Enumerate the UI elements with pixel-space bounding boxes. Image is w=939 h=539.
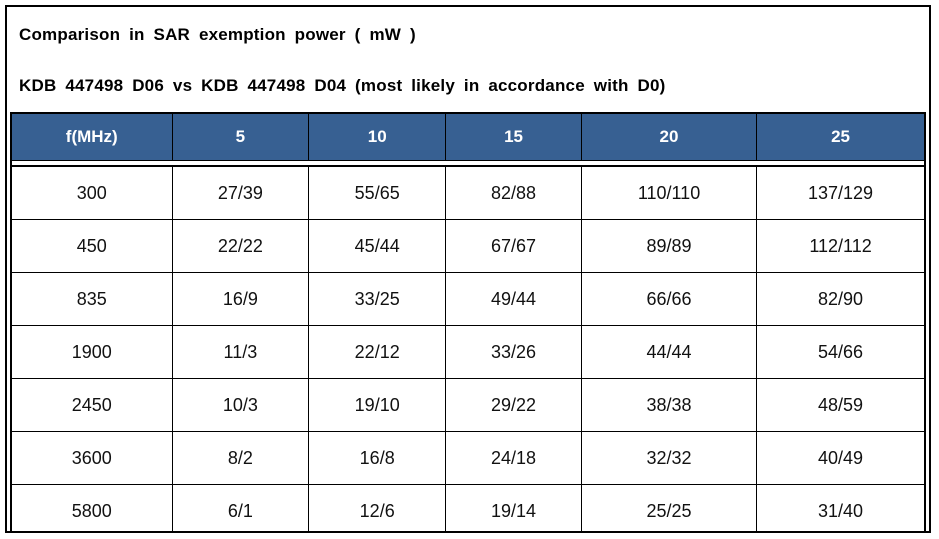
- table-row: 300 27/39 55/65 82/88 110/110 137/129: [12, 167, 924, 220]
- value-cell: 24/18: [446, 432, 582, 485]
- value-cell: 66/66: [581, 273, 758, 326]
- frequency-cell: 835: [12, 273, 173, 326]
- frequency-cell: 3600: [12, 432, 173, 485]
- table-row: 3600 8/2 16/8 24/18 32/32 40/49: [12, 432, 924, 485]
- column-header: 10: [309, 114, 447, 161]
- table-row: 5800 6/1 12/6 19/14 25/25 31/40: [12, 485, 924, 531]
- value-cell: 54/66: [757, 326, 924, 379]
- table-row: 450 22/22 45/44 67/67 89/89 112/112: [12, 220, 924, 273]
- value-cell: 55/65: [309, 167, 447, 220]
- header-spacer: [12, 161, 924, 167]
- value-cell: 16/9: [172, 273, 310, 326]
- table-body: 300 27/39 55/65 82/88 110/110 137/129 450 22/22…: [12, 167, 924, 531]
- frequency-cell: 450: [12, 220, 173, 273]
- value-cell: 38/38: [581, 379, 758, 432]
- table-row: 2450 10/3 19/10 29/22 38/38 48/59: [12, 379, 924, 432]
- value-cell: 25/25: [581, 485, 758, 531]
- value-cell: 67/67: [446, 220, 582, 273]
- value-cell: 112/112: [757, 220, 924, 273]
- value-cell: 22/12: [309, 326, 447, 379]
- value-cell: 8/2: [172, 432, 310, 485]
- value-cell: 10/3: [172, 379, 310, 432]
- value-cell: 12/6: [309, 485, 447, 531]
- frequency-cell: 5800: [12, 485, 173, 531]
- value-cell: 19/10: [309, 379, 447, 432]
- value-cell: 11/3: [172, 326, 310, 379]
- frequency-cell: 300: [12, 167, 173, 220]
- frequency-cell: 2450: [12, 379, 173, 432]
- value-cell: 33/25: [309, 273, 447, 326]
- value-cell: 110/110: [581, 167, 758, 220]
- column-header: 15: [446, 114, 582, 161]
- value-cell: 45/44: [309, 220, 447, 273]
- page-title: Comparison in SAR exemption power ( mW ): [19, 25, 416, 44]
- document-page: Comparison in SAR exemption power ( mW )…: [5, 5, 931, 533]
- value-cell: 82/90: [757, 273, 924, 326]
- value-cell: 31/40: [757, 485, 924, 531]
- value-cell: 22/22: [172, 220, 310, 273]
- table-header-row: f(MHz) 5 10 15 20 25: [12, 114, 924, 161]
- value-cell: 89/89: [581, 220, 758, 273]
- table-row: 835 16/9 33/25 49/44 66/66 82/90: [12, 273, 924, 326]
- value-cell: 6/1: [172, 485, 310, 531]
- value-cell: 33/26: [446, 326, 582, 379]
- page-subtitle: KDB 447498 D06 vs KDB 447498 D04 (most l…: [19, 76, 666, 95]
- sar-exemption-table: f(MHz) 5 10 15 20 25 300 27/39 55/65 82/88 110/11…: [10, 112, 926, 531]
- value-cell: 27/39: [172, 167, 310, 220]
- value-cell: 137/129: [757, 167, 924, 220]
- column-header: 5: [172, 114, 310, 161]
- table-row: 1900 11/3 22/12 33/26 44/44 54/66: [12, 326, 924, 379]
- column-header-frequency: f(MHz): [12, 114, 173, 161]
- value-cell: 32/32: [581, 432, 758, 485]
- column-header: 20: [581, 114, 758, 161]
- value-cell: 44/44: [581, 326, 758, 379]
- value-cell: 82/88: [446, 167, 582, 220]
- column-header: 25: [757, 114, 924, 161]
- value-cell: 49/44: [446, 273, 582, 326]
- title-block: Comparison in SAR exemption power ( mW )…: [7, 7, 929, 97]
- frequency-cell: 1900: [12, 326, 173, 379]
- value-cell: 29/22: [446, 379, 582, 432]
- value-cell: 19/14: [446, 485, 582, 531]
- value-cell: 48/59: [757, 379, 924, 432]
- value-cell: 40/49: [757, 432, 924, 485]
- value-cell: 16/8: [309, 432, 447, 485]
- table-header: f(MHz) 5 10 15 20 25: [12, 114, 924, 167]
